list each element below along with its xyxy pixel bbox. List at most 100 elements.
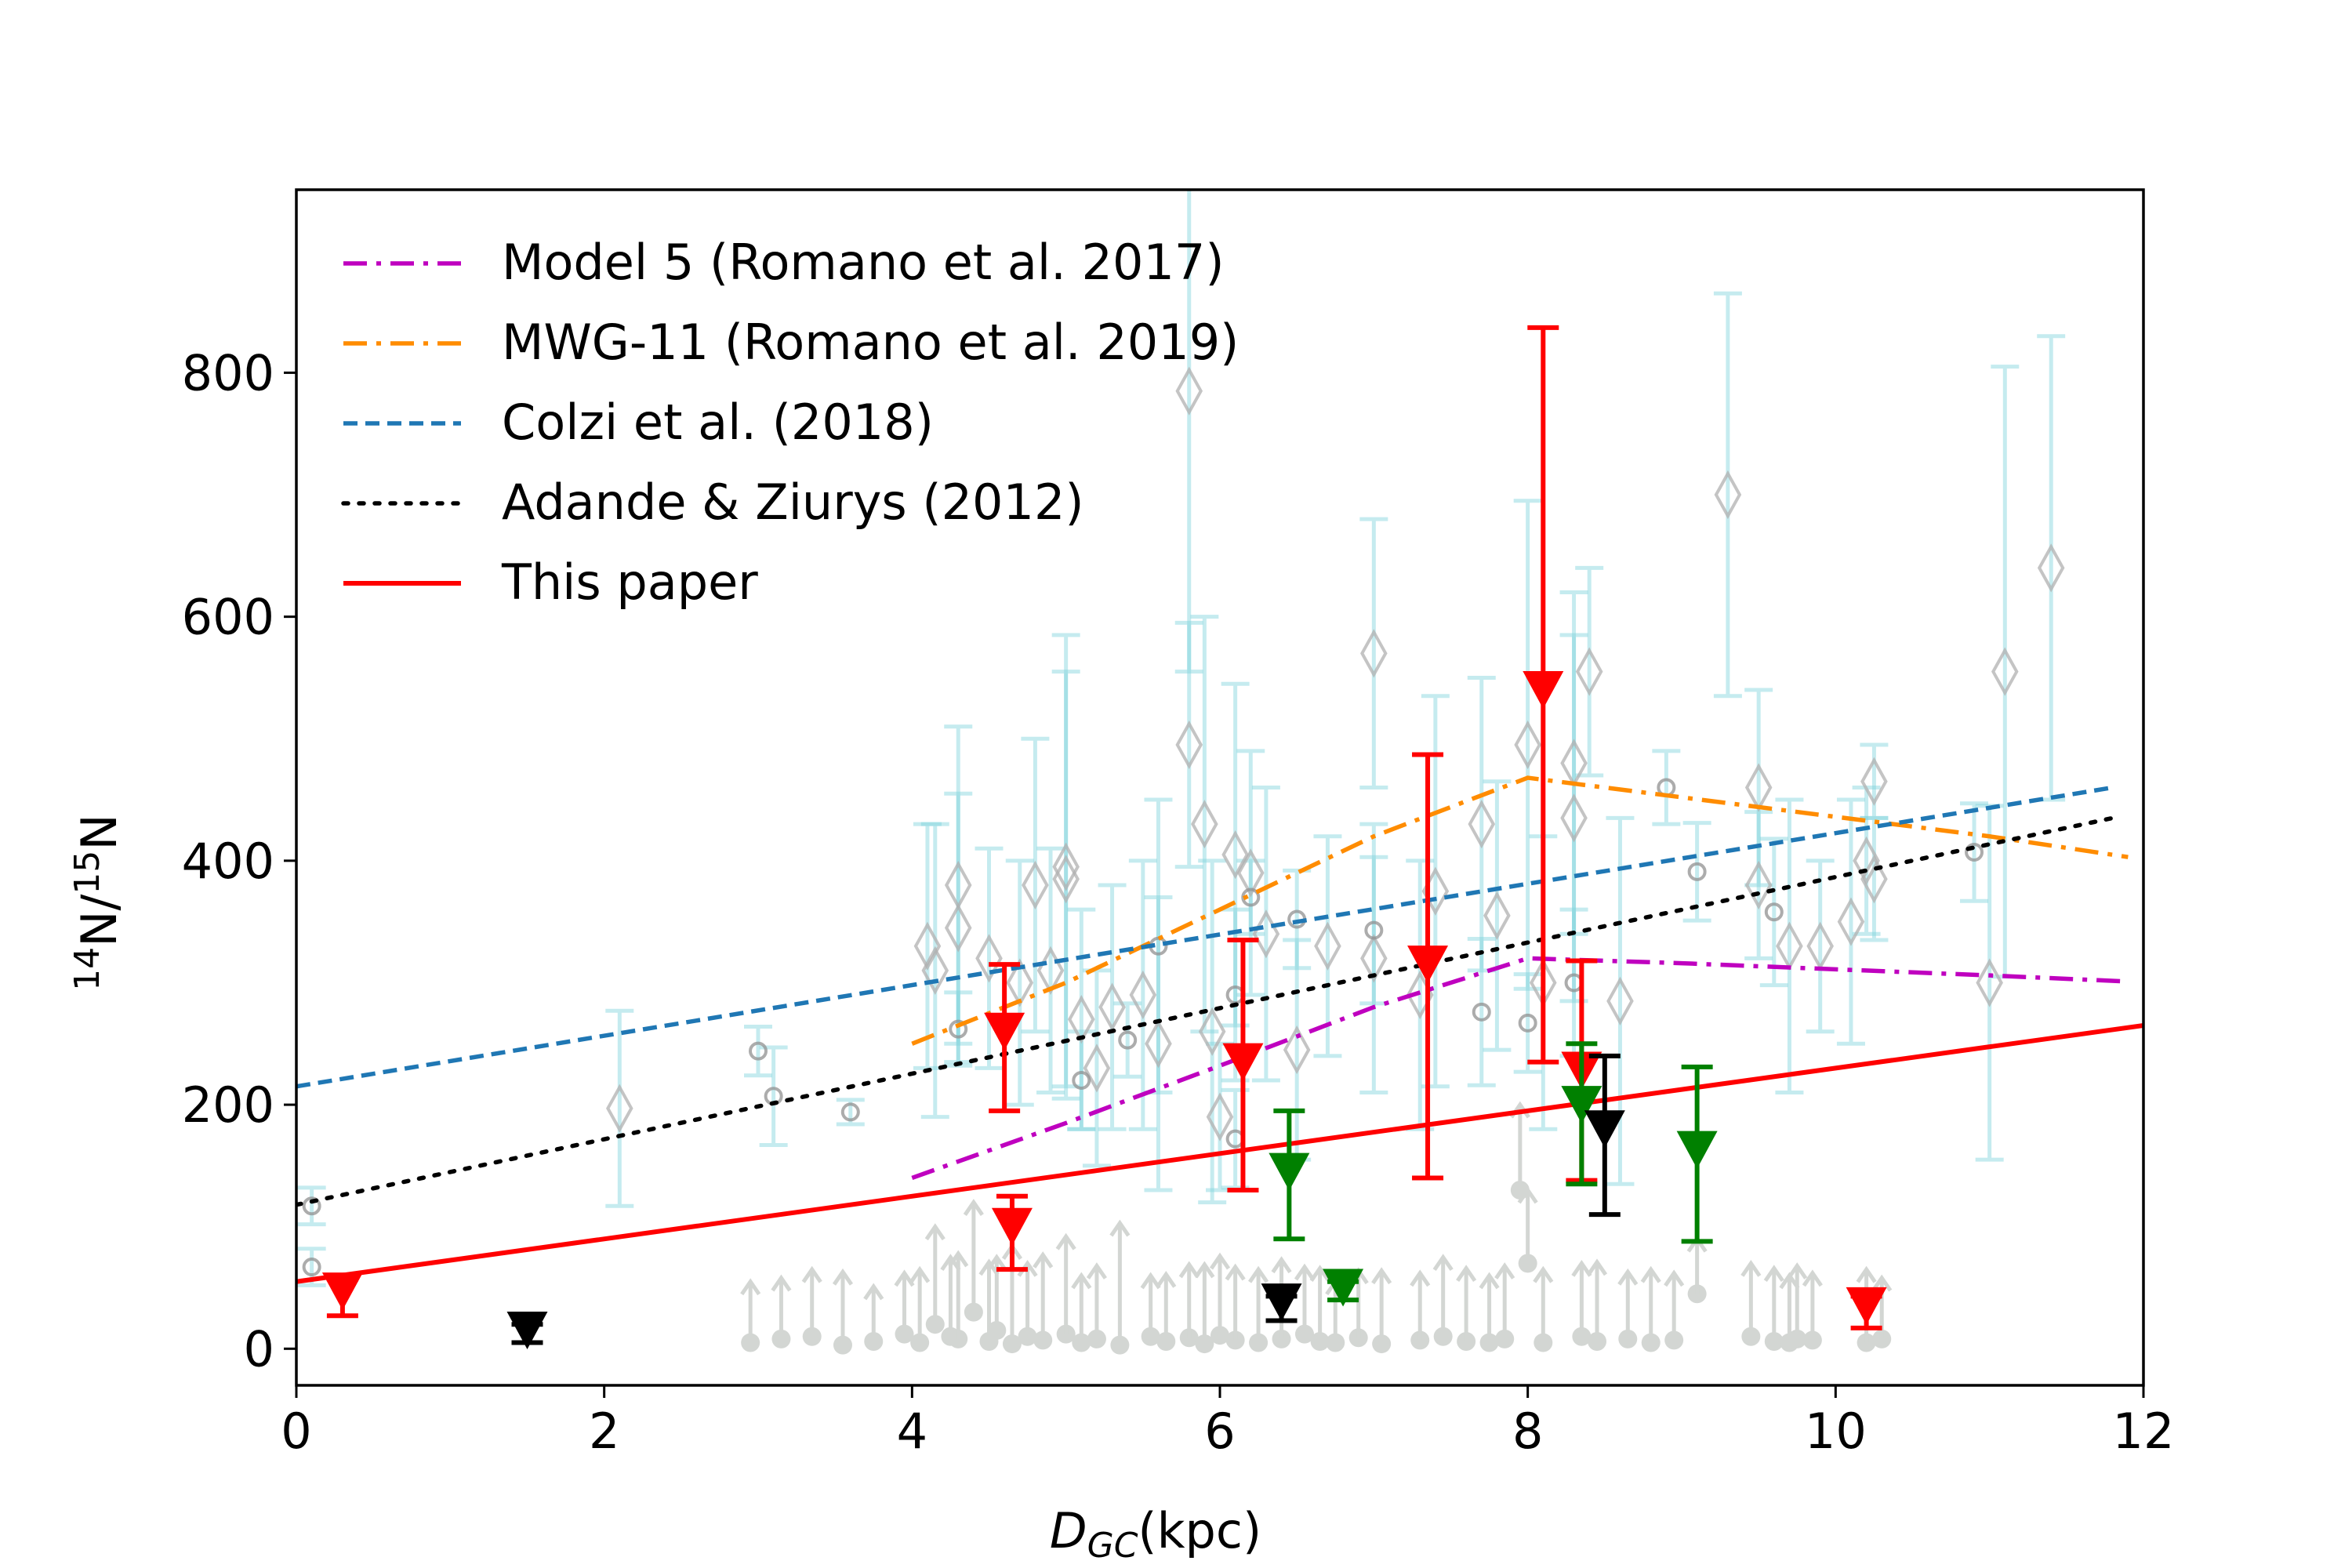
lower-limit-arrow: [1479, 1272, 1500, 1352]
lower-limit-head: [801, 1265, 822, 1283]
line-adande-ziurys-2012-: [296, 815, 2115, 1207]
literature-diamond-point: [1236, 848, 1265, 898]
literature-errorbar: [1251, 786, 1280, 1083]
y-tick-label: 0: [244, 1320, 274, 1377]
lower-limit-arrow: [1309, 1265, 1330, 1351]
literature-diamond-point: [1314, 921, 1341, 971]
literature-circle-point: [1764, 902, 1784, 922]
lower-limit-head: [1225, 1263, 1246, 1281]
line-this-paper: [296, 1022, 2143, 1284]
literature-diamond-point: [1468, 800, 1496, 849]
legend: Model 5 (Romano et al. 2017) MWG-11 (Rom…: [341, 234, 1239, 611]
lower-limit-head: [1571, 1259, 1592, 1277]
literature-diamond-point: [1853, 836, 1880, 885]
lower-limit-head: [1432, 1254, 1454, 1272]
literature-diamond-point: [1283, 1025, 1311, 1075]
legend-label: Colzi et al. (2018): [502, 394, 934, 451]
literature-errorbar: [744, 1025, 772, 1078]
literature-diamond-point: [913, 921, 942, 971]
lower-limit-head: [1479, 1272, 1500, 1290]
literature-circle-point: [1965, 842, 1984, 862]
lower-limit-arrow: [1494, 1262, 1515, 1348]
lower-limit-arrow: [1640, 1265, 1661, 1352]
literature-errorbar: [944, 724, 973, 1046]
this-paper-green-point: [1269, 1152, 1310, 1191]
literature-circle-point: [1072, 1070, 1091, 1090]
lower-limit-head: [771, 1274, 792, 1292]
literature-circle-point: [1687, 862, 1707, 881]
literature-circle-point: [1118, 1030, 1138, 1050]
y-tick-label: 400: [182, 833, 274, 890]
lower-limit-arrow: [1410, 1269, 1431, 1350]
lower-limit-arrow: [1140, 1272, 1161, 1346]
lower-limit-head: [948, 1250, 969, 1268]
y-tick-label: 800: [182, 344, 274, 401]
literature-errorbar: [1836, 797, 1865, 1046]
lower-limit-head: [1533, 1265, 1554, 1283]
this-paper-red-point: [991, 1207, 1033, 1246]
lower-limit-arrow: [1456, 1265, 1477, 1351]
lower-limit-arrow: [771, 1274, 792, 1348]
literature-errorbar: [1359, 822, 1388, 1095]
literature-errorbar: [1652, 749, 1681, 826]
literature-diamond-point: [1360, 934, 1388, 983]
lower-limit-arrow: [1763, 1265, 1784, 1351]
literature-errorbar: [1513, 499, 1542, 991]
this-paper-red-point: [984, 1012, 1025, 1051]
lower-limit-arrow: [1787, 1262, 1808, 1348]
lower-limit-head: [1248, 1265, 1269, 1283]
literature-diamond-point: [1206, 1092, 1234, 1142]
lower-limit-head: [894, 1269, 915, 1287]
this-paper-black-point: [506, 1311, 548, 1349]
this-paper-black-point: [1584, 1110, 1625, 1149]
literature-diamond-point: [1052, 855, 1080, 904]
lower-limit-arrow: [1248, 1265, 1269, 1352]
literature-errorbar: [1174, 620, 1203, 869]
literature-errorbar: [1483, 779, 1512, 1052]
literature-diamond-point: [1175, 366, 1203, 416]
lower-limit-head: [1156, 1270, 1177, 1288]
lower-limit-arrow: [1109, 1219, 1131, 1355]
literature-diamond-point: [1744, 860, 1773, 910]
literature-diamond-point: [1860, 757, 1888, 806]
literature-errorbar: [1359, 517, 1388, 789]
lower-limit-head: [1055, 1232, 1076, 1250]
literature-diamond-point: [1098, 982, 1126, 1032]
literature-errorbar: [1128, 858, 1157, 1131]
literature-circle-point: [840, 1102, 860, 1122]
lower-limit-arrow: [1371, 1267, 1392, 1354]
this-paper-black-point: [1261, 1283, 1302, 1322]
lower-limit-arrow: [1033, 1251, 1054, 1350]
lower-limit-head: [1271, 1256, 1292, 1274]
lower-limit-arrow: [1517, 1186, 1538, 1273]
lower-limit-arrow: [1586, 1258, 1608, 1351]
lower-limit-arrow: [1571, 1259, 1592, 1346]
lower-limit-arrow: [1533, 1265, 1554, 1352]
lower-limit-head: [740, 1278, 761, 1296]
literature-errorbar: [1744, 688, 1773, 887]
literature-errorbar: [1236, 858, 1265, 936]
literature-diamond-point: [1606, 976, 1634, 1025]
literature-errorbar: [1806, 858, 1835, 1034]
x-tick-label: 2: [589, 1403, 619, 1460]
lower-limit-head: [1309, 1265, 1330, 1283]
lower-limit-arrow: [1294, 1263, 1316, 1344]
lower-limit-head: [1294, 1263, 1316, 1281]
lower-limit-head: [1494, 1262, 1515, 1279]
literature-diamond-point: [1052, 842, 1080, 891]
literature-circle-point: [1518, 1013, 1537, 1033]
literature-errorbar: [297, 1185, 326, 1227]
literature-errorbar: [1021, 736, 1050, 1034]
literature-errorbar: [975, 846, 1004, 1070]
x-axis-label: DGC(kpc): [1050, 1502, 1261, 1566]
lower-limit-head: [1517, 1186, 1538, 1204]
lower-limit-arrow: [909, 1265, 931, 1352]
lower-limit-arrow: [832, 1268, 854, 1355]
legend-label: This paper: [501, 554, 758, 611]
legend-label: MWG-11 (Romano et al. 2019): [502, 314, 1239, 371]
lower-limit-head: [1109, 1219, 1131, 1237]
lower-limit-head: [1178, 1261, 1200, 1279]
literature-diamond-point: [1083, 1044, 1111, 1093]
literature-errorbar: [1860, 742, 1889, 820]
